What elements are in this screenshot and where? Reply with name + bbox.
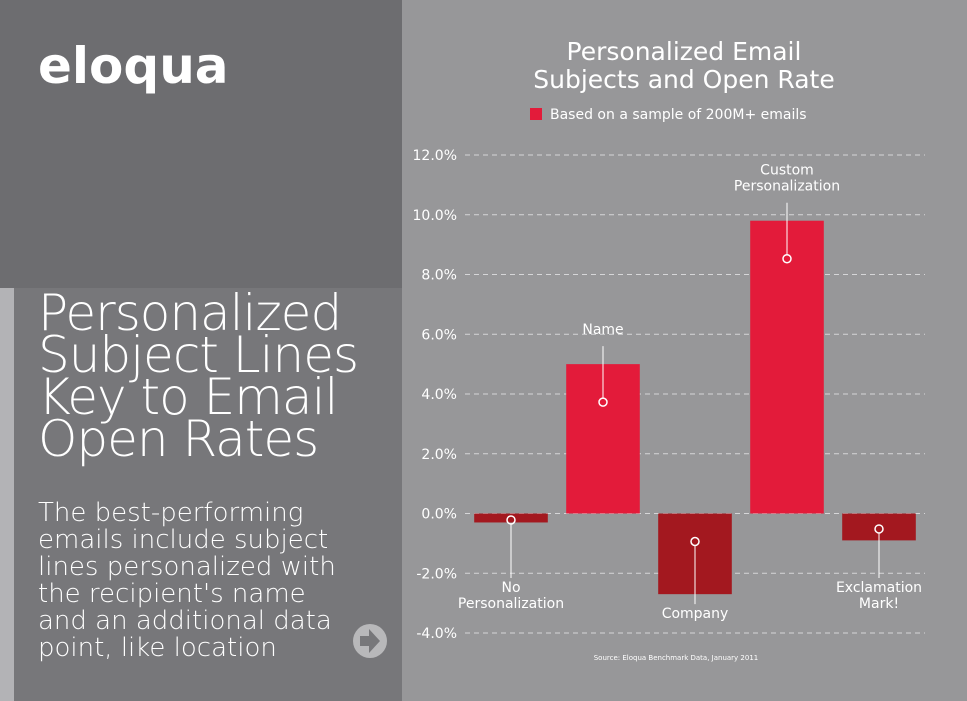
text-panel: [14, 288, 402, 701]
source: Source: Eloqua Benchmark Data, January 2…: [594, 654, 759, 662]
y-tick-label: 0.0%: [421, 507, 457, 523]
category-label: No Personalization: [458, 580, 564, 612]
y-tick-label: 10.0%: [413, 208, 457, 224]
bar: [750, 220, 824, 514]
callout-dot: [690, 536, 700, 547]
logo: eloqua: [38, 37, 229, 95]
legend-label: Based on a sample of 200M+ emails: [550, 107, 807, 123]
y-tick-label: 8.0%: [421, 268, 457, 284]
y-tick-label: 12.0%: [413, 148, 457, 164]
arrow-icon[interactable]: [360, 629, 380, 653]
left-strip: [0, 288, 14, 701]
category-label: Company: [662, 606, 729, 622]
callout-dot: [598, 397, 608, 407]
bar: [474, 513, 548, 523]
category-label: Custom Personalization: [734, 163, 840, 195]
legend-swatch: [530, 108, 542, 120]
y-tick-label: -4.0%: [416, 626, 457, 642]
callout-dot: [874, 524, 884, 534]
y-tick-label: -2.0%: [416, 566, 457, 582]
arrow-button[interactable]: [353, 624, 387, 658]
category-label: Name: [582, 322, 623, 338]
category-label: Exclamation Mark!: [836, 580, 922, 612]
y-tick-label: 2.0%: [421, 447, 457, 463]
y-tick-label: 6.0%: [421, 327, 457, 343]
body-text: The best-performing emails include subjec…: [38, 498, 336, 663]
chart-title: Personalized Email Subjects and Open Rate: [533, 37, 834, 94]
callout-dot: [506, 515, 516, 525]
y-tick-label: 4.0%: [421, 387, 457, 403]
callout-dot: [782, 253, 792, 264]
headline: Personalized Subject Lines Key to Email Ope…: [38, 284, 358, 468]
